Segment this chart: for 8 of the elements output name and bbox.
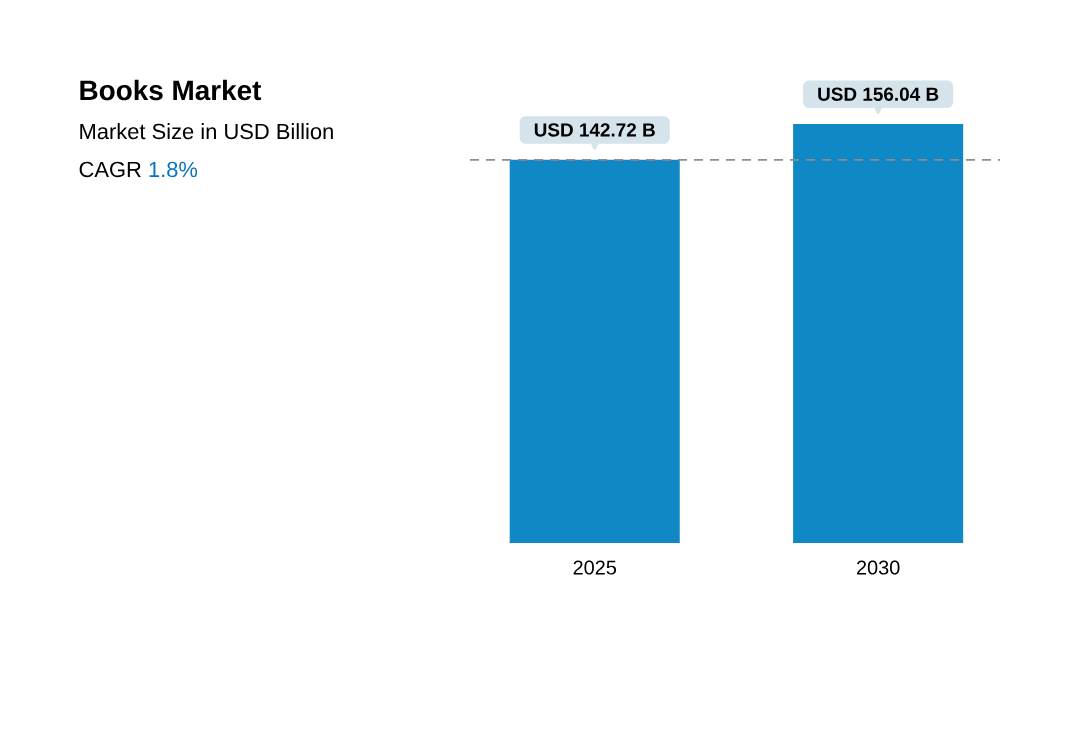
data-label: USD 156.04 B (818, 87, 939, 101)
data-label: USD 142.72 B (534, 123, 655, 137)
x-tick-label: 2030 (856, 560, 900, 575)
text: Market Size in USD Billion (80, 123, 333, 140)
text: Books Market (80, 79, 262, 101)
x-tick-label: 2025 (573, 560, 617, 575)
text: 1.8% (149, 161, 198, 178)
text: CAGR (79, 161, 141, 178)
